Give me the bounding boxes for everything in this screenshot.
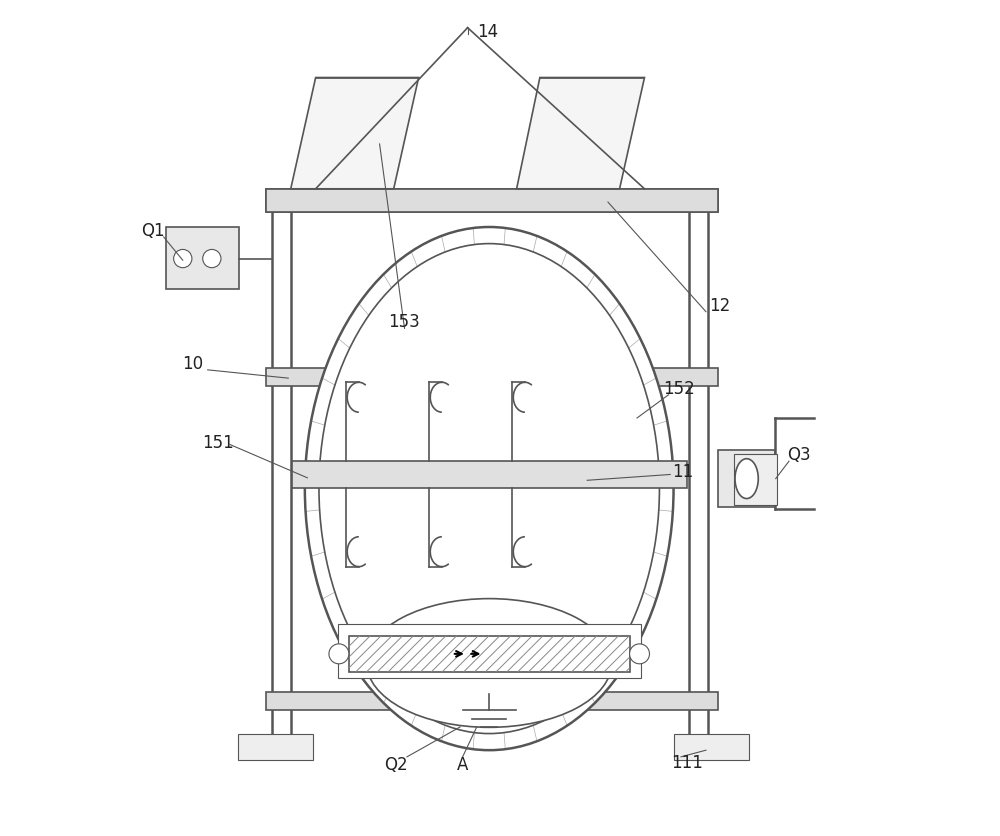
Ellipse shape <box>735 459 758 498</box>
Text: 151: 151 <box>202 434 234 452</box>
Text: Q1: Q1 <box>141 222 165 240</box>
Bar <box>338 624 641 678</box>
Bar <box>674 733 749 760</box>
Ellipse shape <box>305 227 674 750</box>
Text: 11: 11 <box>672 463 693 481</box>
Bar <box>266 368 718 386</box>
Bar <box>734 454 777 505</box>
Bar <box>166 227 239 289</box>
Circle shape <box>174 249 192 268</box>
Circle shape <box>630 644 649 664</box>
Circle shape <box>203 249 221 268</box>
Bar <box>266 692 718 711</box>
Ellipse shape <box>319 243 659 733</box>
Bar <box>292 461 687 487</box>
Text: 153: 153 <box>389 314 420 332</box>
Text: 14: 14 <box>477 23 498 41</box>
Ellipse shape <box>367 599 612 727</box>
Bar <box>266 189 718 212</box>
Text: 111: 111 <box>671 753 703 772</box>
Text: Q2: Q2 <box>384 756 408 774</box>
Text: 12: 12 <box>709 297 731 315</box>
Bar <box>238 733 313 760</box>
Bar <box>266 189 718 212</box>
Text: 152: 152 <box>663 380 694 398</box>
Bar <box>349 635 630 672</box>
Bar <box>718 451 775 507</box>
Text: 10: 10 <box>182 355 203 373</box>
Text: A: A <box>457 756 468 774</box>
Circle shape <box>329 644 349 664</box>
Polygon shape <box>291 78 419 189</box>
Polygon shape <box>517 78 644 189</box>
Text: Q3: Q3 <box>787 446 811 464</box>
